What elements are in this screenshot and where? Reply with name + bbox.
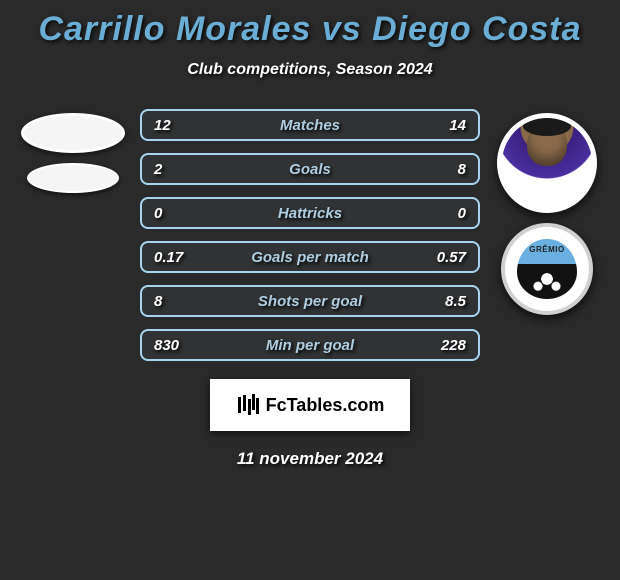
left-player-column (18, 109, 128, 193)
stat-left-value: 12 (154, 117, 194, 134)
stat-row: 830 Min per goal 228 (140, 329, 480, 361)
stat-row: 0 Hattricks 0 (140, 197, 480, 229)
stat-left-value: 0.17 (154, 249, 194, 266)
stat-row: 2 Goals 8 (140, 153, 480, 185)
stat-left-value: 8 (154, 293, 194, 310)
branding-badge: FcTables.com (210, 379, 410, 431)
player-left-avatar-placeholder (21, 113, 125, 153)
stat-label: Min per goal (194, 337, 426, 354)
stat-label: Shots per goal (194, 293, 426, 310)
branding-text: FcTables.com (266, 395, 385, 416)
stat-left-value: 0 (154, 205, 194, 222)
stat-label: Matches (194, 117, 426, 134)
club-name: GRÊMIO (529, 245, 564, 254)
club-crest-icon: GRÊMIO (517, 239, 577, 299)
club-left-logo-placeholder (27, 163, 119, 193)
stat-right-value: 14 (426, 117, 466, 134)
subtitle: Club competitions, Season 2024 (0, 61, 620, 79)
stat-label: Goals (194, 161, 426, 178)
stats-table: 12 Matches 14 2 Goals 8 0 Hattricks 0 0.… (140, 109, 480, 361)
right-player-column: GRÊMIO (492, 109, 602, 315)
stat-row: 8 Shots per goal 8.5 (140, 285, 480, 317)
stat-right-value: 228 (426, 337, 466, 354)
stat-left-value: 2 (154, 161, 194, 178)
page-title: Carrillo Morales vs Diego Costa (0, 10, 620, 49)
stat-label: Hattricks (194, 205, 426, 222)
main-area: 12 Matches 14 2 Goals 8 0 Hattricks 0 0.… (0, 109, 620, 361)
stat-row: 0.17 Goals per match 0.57 (140, 241, 480, 273)
stat-left-value: 830 (154, 337, 194, 354)
stat-right-value: 0.57 (426, 249, 466, 266)
club-right-logo: GRÊMIO (501, 223, 593, 315)
player-right-avatar (497, 113, 597, 213)
stat-row: 12 Matches 14 (140, 109, 480, 141)
comparison-infographic: Carrillo Morales vs Diego Costa Club com… (0, 0, 620, 479)
infographic-date: 11 november 2024 (0, 449, 620, 469)
stat-label: Goals per match (194, 249, 426, 266)
stat-right-value: 0 (426, 205, 466, 222)
stat-right-value: 8.5 (426, 293, 466, 310)
stat-right-value: 8 (426, 161, 466, 178)
fctables-logo-icon (236, 393, 260, 417)
